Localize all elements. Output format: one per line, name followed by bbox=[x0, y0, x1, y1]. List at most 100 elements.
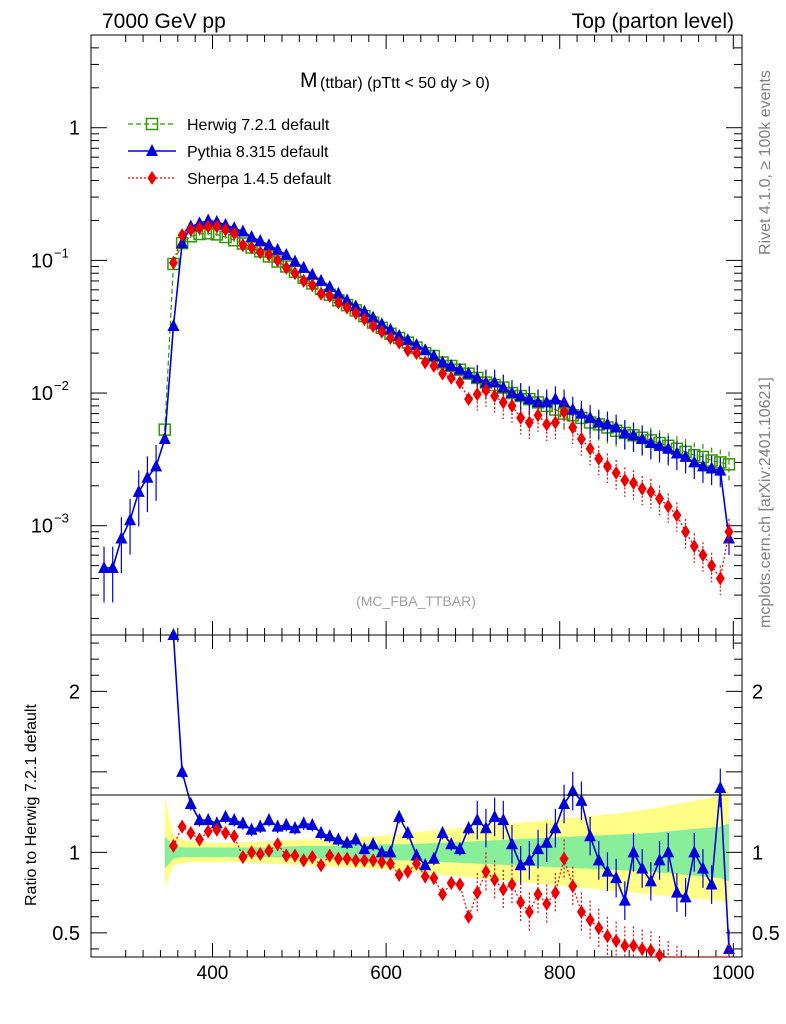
main-data-point bbox=[177, 228, 187, 243]
main-data-point bbox=[705, 461, 718, 474]
main-data-point bbox=[384, 322, 397, 335]
ratio-data-point bbox=[219, 809, 232, 822]
ratio-data-point bbox=[412, 856, 421, 871]
main-data-point bbox=[497, 380, 510, 393]
main-data-point bbox=[297, 260, 310, 273]
main-data-point bbox=[696, 459, 709, 472]
main-data-point bbox=[455, 375, 465, 390]
main-data-point bbox=[516, 410, 526, 425]
main-data-point bbox=[514, 388, 527, 401]
main-data-point bbox=[412, 346, 421, 361]
ratio-y-tick-label-right: 2 bbox=[752, 681, 763, 703]
analysis-tag: (MC_FBA_TTBAR) bbox=[356, 593, 476, 609]
ratio-series-1 bbox=[168, 819, 730, 963]
ratio-data-point bbox=[316, 858, 326, 873]
main-panel: 110−110−210−3 M (ttbar) (pTtt < 50 dy > … bbox=[31, 34, 743, 636]
main-data-point bbox=[611, 465, 621, 480]
ratio-data-point bbox=[481, 864, 491, 879]
ratio-data-point bbox=[375, 845, 388, 858]
ratio-data-point bbox=[290, 848, 300, 863]
main-data-point bbox=[585, 441, 595, 456]
ratio-data-point bbox=[705, 877, 718, 890]
legend-marker bbox=[145, 117, 159, 131]
main-data-point bbox=[644, 436, 657, 449]
main-data-point bbox=[351, 306, 361, 321]
header-process-label: Top (parton level) bbox=[572, 10, 734, 33]
ratio-data-point bbox=[184, 797, 197, 810]
main-data-point bbox=[221, 222, 231, 237]
ratio-data-point bbox=[384, 845, 397, 858]
ratio-data-point bbox=[401, 826, 414, 839]
main-data-point bbox=[332, 286, 345, 299]
ratio-data-point bbox=[471, 813, 484, 826]
main-data-point bbox=[264, 247, 274, 262]
ratio-data-point bbox=[315, 826, 328, 839]
plot-title-main: M bbox=[300, 69, 318, 92]
ratio-data-point bbox=[533, 887, 543, 902]
main-data-point bbox=[150, 459, 163, 472]
ratio-data-point bbox=[618, 893, 631, 906]
ratio-data-point bbox=[262, 813, 275, 826]
ratio-data-point bbox=[255, 846, 265, 861]
ratio-data-point bbox=[670, 885, 683, 898]
legend-item: Herwig 7.2.1 default bbox=[128, 117, 330, 134]
x-tick-label: 400 bbox=[197, 963, 229, 984]
ratio-data-point bbox=[559, 851, 569, 866]
main-data-point bbox=[505, 386, 518, 399]
ratio-data-point bbox=[490, 872, 500, 887]
ratio-data-point bbox=[323, 829, 336, 842]
ratio-data-point bbox=[507, 877, 517, 892]
main-y-tick-label: 1 bbox=[69, 118, 80, 140]
main-data-point bbox=[271, 242, 284, 255]
ratio-data-point bbox=[636, 861, 649, 874]
main-data-point bbox=[167, 319, 180, 332]
ratio-data-point bbox=[644, 874, 657, 887]
ratio-panel: 0.5 0.5 1 1 2 2 Ratio to Herwig 7.2.1 default bbox=[23, 628, 780, 963]
ratio-data-point bbox=[342, 851, 352, 866]
main-data-point bbox=[367, 310, 380, 323]
x-tick-label: 800 bbox=[544, 963, 576, 984]
ratio-data-point bbox=[488, 809, 501, 822]
main-data-point bbox=[688, 455, 701, 468]
main-data-point bbox=[618, 425, 631, 438]
ratio-data-point bbox=[646, 943, 656, 958]
legend-marker bbox=[147, 171, 157, 185]
ratio-data-point bbox=[445, 837, 458, 850]
main-data-point bbox=[488, 375, 501, 388]
ratio-data-point bbox=[332, 832, 345, 845]
main-data-point bbox=[316, 286, 326, 301]
main-data-point bbox=[158, 432, 171, 445]
main-data-point bbox=[542, 417, 552, 432]
ratio-data-point bbox=[524, 904, 534, 919]
ratio-series-line bbox=[172, 634, 730, 949]
main-data-point bbox=[670, 446, 683, 459]
ratio-data-point bbox=[688, 845, 701, 858]
main-data-point bbox=[627, 428, 640, 441]
main-data-point bbox=[419, 343, 432, 356]
main-data-point bbox=[203, 219, 213, 234]
ratio-data-point bbox=[228, 813, 241, 826]
ratio-data-point bbox=[247, 845, 257, 860]
main-data-point bbox=[290, 266, 300, 281]
main-data-point bbox=[549, 392, 562, 405]
main-data-point bbox=[724, 524, 734, 539]
main-data-point bbox=[653, 438, 666, 451]
main-data-point bbox=[524, 415, 534, 430]
main-data-point bbox=[523, 392, 536, 405]
ratio-data-point bbox=[550, 885, 560, 900]
main-data-point bbox=[420, 355, 430, 370]
main-axis-ticks: 110−110−210−3 bbox=[31, 34, 742, 635]
main-data-point bbox=[273, 253, 283, 268]
main-data-point bbox=[98, 560, 111, 573]
ratio-data-point bbox=[254, 819, 267, 832]
main-data-point bbox=[255, 245, 265, 260]
ratio-data-point bbox=[202, 813, 215, 826]
ratio-data-point bbox=[297, 816, 310, 829]
ratio-data-point bbox=[368, 853, 378, 868]
main-data-point bbox=[576, 432, 586, 447]
ratio-data-point bbox=[307, 850, 317, 865]
main-data-point bbox=[540, 395, 553, 408]
ratio-data-point bbox=[195, 832, 204, 847]
ratio-data-point bbox=[325, 848, 335, 863]
x-tick-label: 600 bbox=[370, 963, 402, 984]
